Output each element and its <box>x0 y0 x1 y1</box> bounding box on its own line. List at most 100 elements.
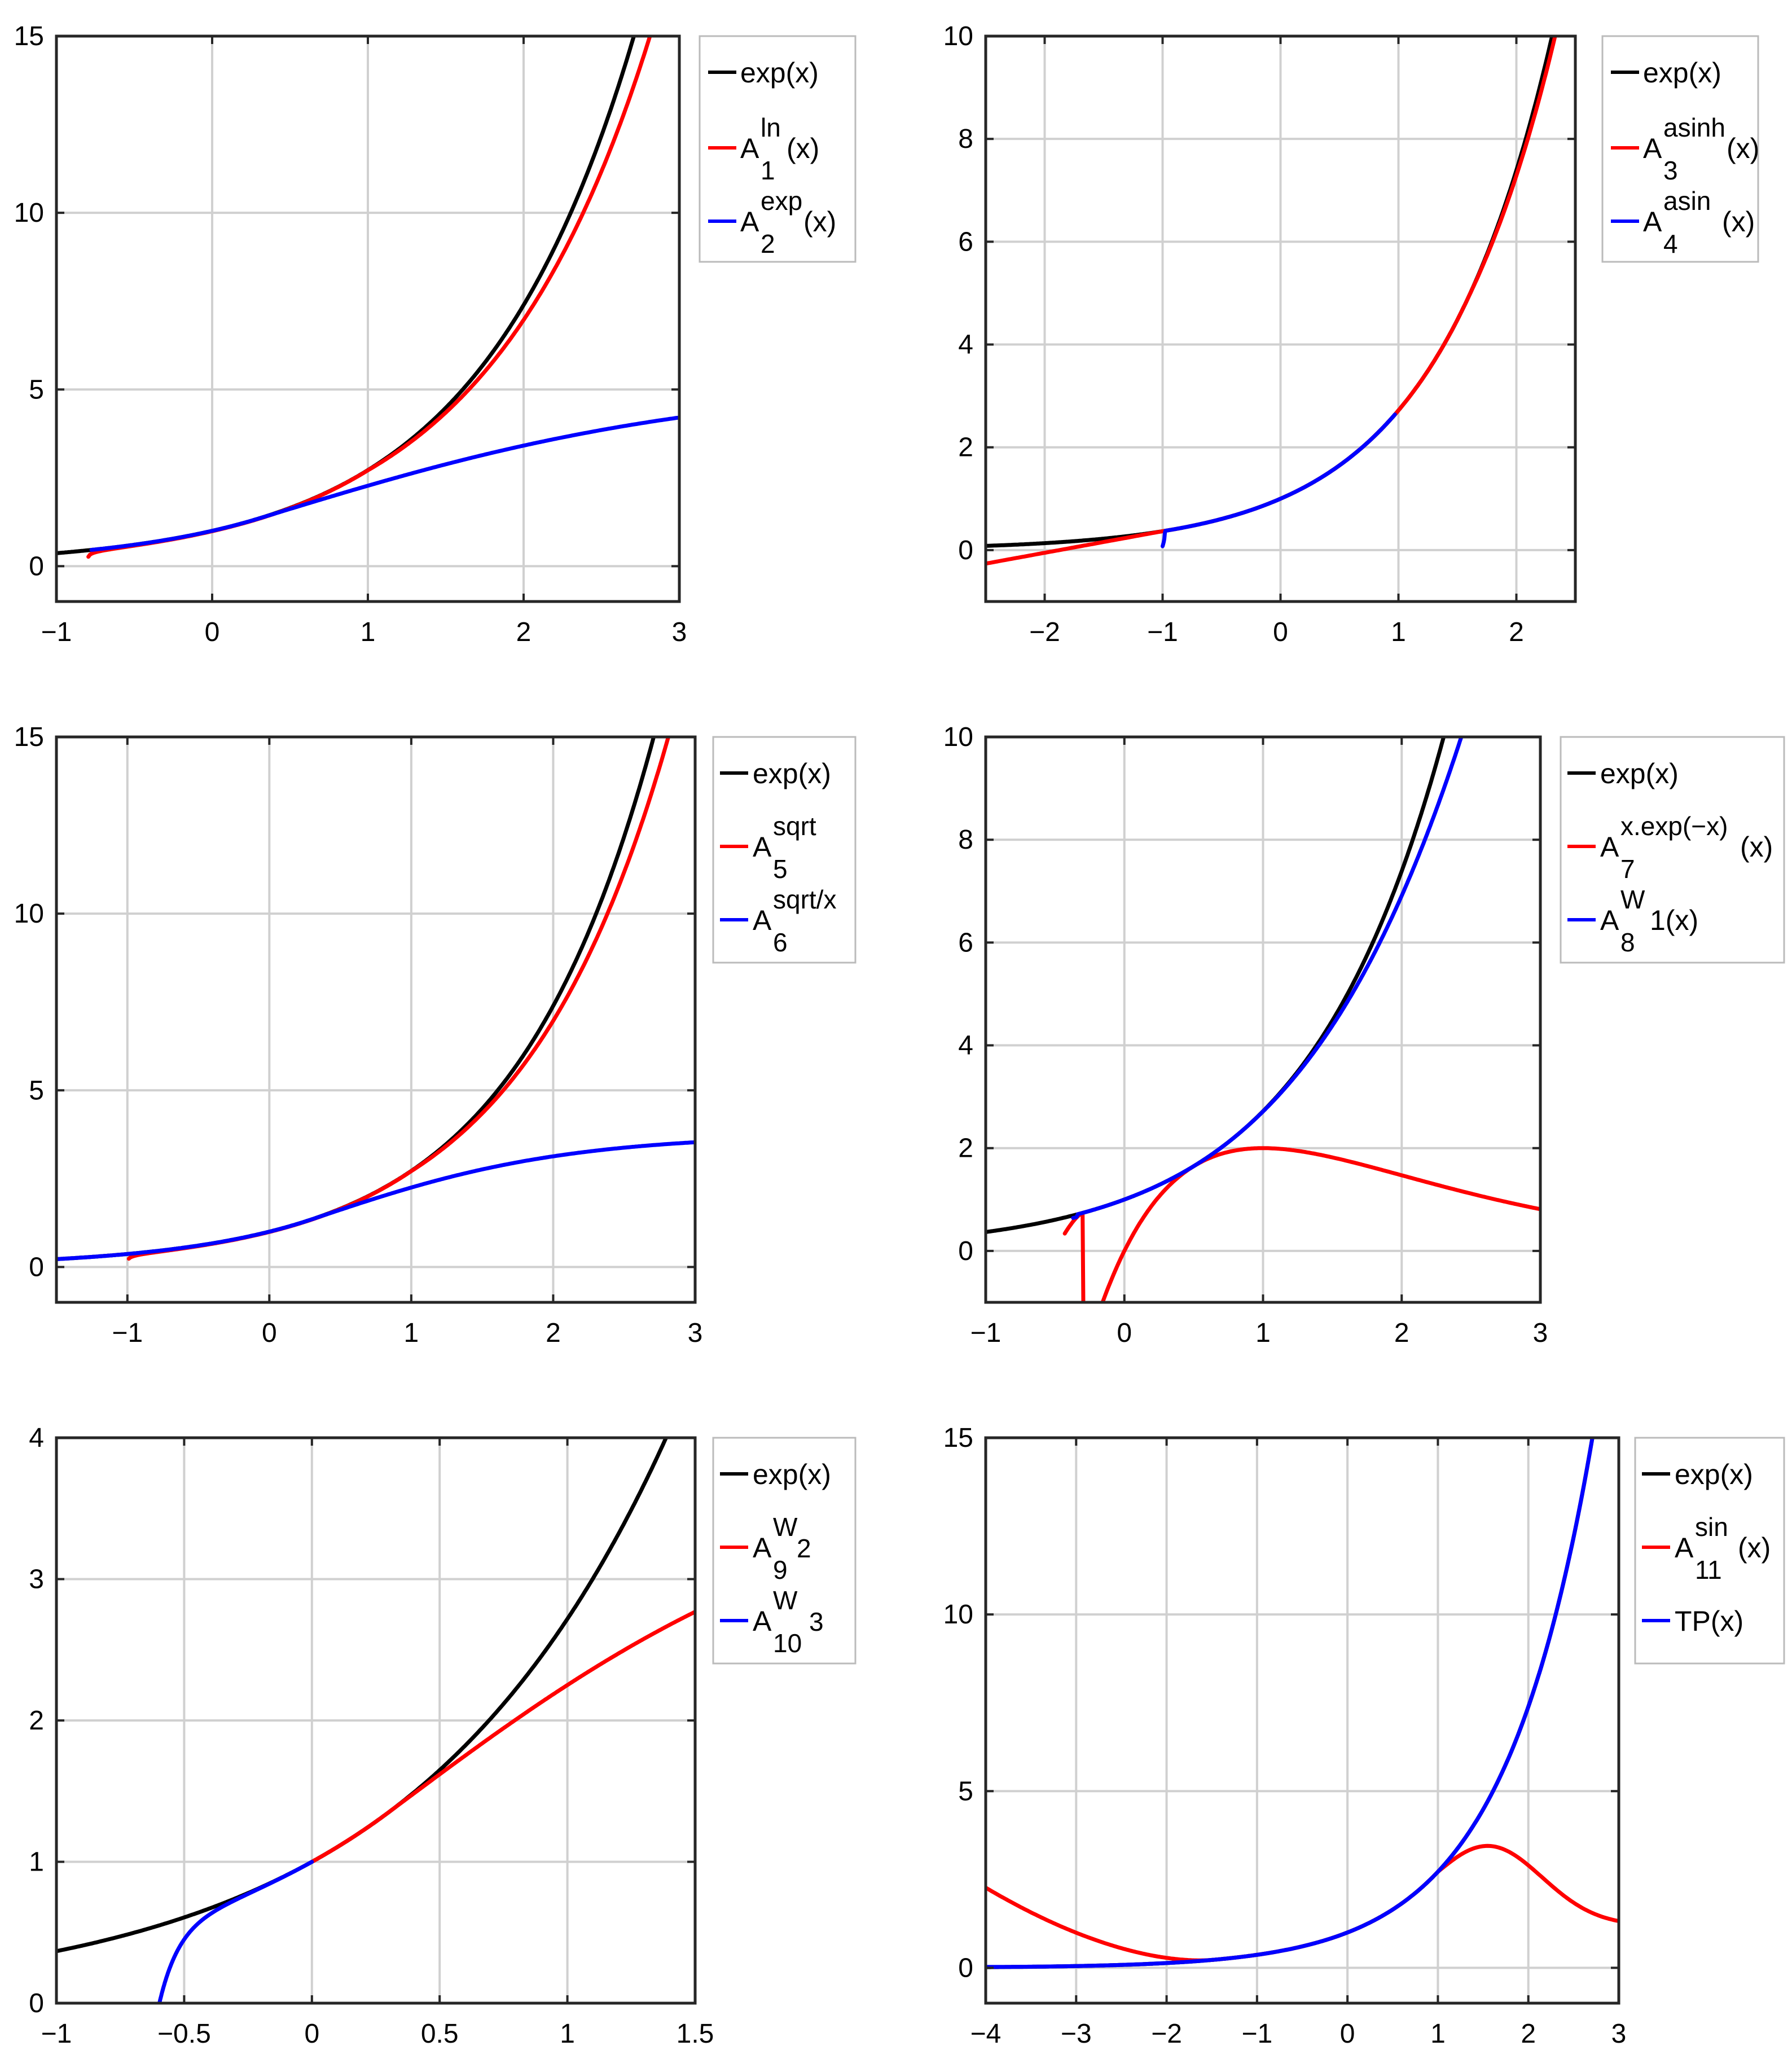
y-tick-label: 0 <box>958 535 973 565</box>
x-tick-label: 3 <box>672 617 687 647</box>
x-tick-label: 3 <box>688 1318 703 1348</box>
y-tick-label: 6 <box>958 227 973 257</box>
x-tick-label: 0 <box>1340 2019 1355 2049</box>
y-tick-label: 0 <box>958 1236 973 1266</box>
x-tick-label: 1 <box>404 1318 419 1348</box>
y-tick-label: 0 <box>29 1252 44 1282</box>
legend-label-a8-tail: 1(x) <box>1650 905 1698 936</box>
legend-label-a3-sup: asinh <box>1663 113 1725 142</box>
x-tick-label: −0.5 <box>157 2019 211 2049</box>
plot-background <box>56 737 695 1302</box>
y-tick-label: 5 <box>29 1075 44 1105</box>
x-tick-label: 2 <box>516 617 532 647</box>
legend-label-a1-sub: 1 <box>761 156 775 185</box>
legend-label-a6-base: A <box>753 905 772 936</box>
legend-label-a9-base: A <box>753 1532 772 1564</box>
y-tick-label: 5 <box>958 1776 973 1806</box>
plot-3: −1 0 1 2 3 0 5 10 15 <box>14 722 703 1348</box>
legend-label-a6-sub: 6 <box>773 928 788 957</box>
legend-label-a5-sub: 5 <box>773 854 788 884</box>
x-tick-label: 0 <box>1117 1318 1132 1348</box>
x-tick-label: 0 <box>304 2019 319 2049</box>
x-tick-label: 1 <box>1255 1318 1271 1348</box>
legend-label-exp: exp(x) <box>1643 57 1721 89</box>
x-tick-label: 3 <box>1533 1318 1548 1348</box>
legend-label-a7-tail: (x) <box>1740 831 1773 863</box>
legend-label-a11-base: A <box>1675 1532 1694 1564</box>
legend-label-a10-sub: 10 <box>773 1628 802 1658</box>
legend-label-a2-tail: (x) <box>803 206 836 238</box>
y-tick-label: 8 <box>958 124 973 154</box>
x-tick-label: 2 <box>1394 1318 1409 1348</box>
y-tick-label: 10 <box>943 722 973 752</box>
x-tick-label: −4 <box>970 2019 1002 2049</box>
x-tick-label: 2 <box>1521 2019 1536 2049</box>
legend-label-exp: exp(x) <box>1600 758 1679 789</box>
series-line-3 <box>89 415 679 552</box>
legend-1: exp(x) A ln 1 (x) A exp 2 (x) <box>699 35 857 263</box>
x-tick-label: −1 <box>970 1318 1002 1348</box>
legend-label-a10-base: A <box>753 1605 772 1637</box>
series-line-3 <box>157 1860 314 2003</box>
y-tick-label: 10 <box>943 1600 973 1630</box>
x-tick-label: 2 <box>1509 617 1524 647</box>
y-tick-label: 15 <box>943 1423 973 1453</box>
x-tick-label: 0 <box>205 617 220 647</box>
legend-label-exp: exp(x) <box>1675 1459 1753 1490</box>
legend-label-a1-tail: (x) <box>787 133 819 164</box>
legend-label-a7-base: A <box>1600 831 1619 863</box>
plot-curves <box>56 36 679 559</box>
legend-label-a7-sup: x.exp(−x) <box>1620 811 1728 841</box>
legend-box <box>1634 1437 1785 1665</box>
x-tick-label: 2 <box>546 1318 561 1348</box>
legend-4: exp(x) A x.exp(−x) 7 (x) A W 8 1(x) <box>1560 736 1785 964</box>
y-tick-label: 2 <box>958 433 973 463</box>
x-tick-label: −1 <box>1241 2019 1272 2049</box>
legend-box <box>1560 736 1785 964</box>
series-line-2 <box>1062 1146 1540 1302</box>
plot-curves <box>986 1438 1619 1969</box>
legend-label-a3-base: A <box>1643 133 1662 164</box>
plot-1: −1 0 1 2 3 0 5 10 15 <box>14 21 687 647</box>
legend-label-a11-sub: 11 <box>1695 1555 1722 1584</box>
legend-label-a8-sup: W <box>1620 885 1645 914</box>
legend-label-a3-tail: (x) <box>1727 133 1759 164</box>
legend-label-a9-sub: 9 <box>773 1555 788 1584</box>
x-tick-label: −3 <box>1061 2019 1092 2049</box>
plot-5: −1 −0.5 0 0.5 1 1.5 0 1 2 3 4 <box>29 1423 714 2049</box>
x-tick-label: 1 <box>361 617 376 647</box>
y-tick-label: 4 <box>958 1031 973 1061</box>
legend-label-a4-sub: 4 <box>1663 229 1678 258</box>
x-tick-label: 1.5 <box>677 2019 714 2049</box>
series-line-2 <box>310 1609 695 1864</box>
x-tick-label: 0 <box>262 1318 277 1348</box>
x-tick-label: 0 <box>1273 617 1288 647</box>
plot-curves <box>56 1438 695 2003</box>
plot-2: −2 −1 0 1 2 0 2 4 6 8 10 <box>943 21 1577 647</box>
legend-label-a10-tail: 3 <box>809 1607 824 1636</box>
y-tick-label: 6 <box>958 928 973 958</box>
y-tick-label: 15 <box>14 722 44 752</box>
legend-label-tp: TP(x) <box>1675 1605 1743 1637</box>
series-line-3 <box>56 1140 695 1261</box>
x-tick-label: −1 <box>41 2019 72 2049</box>
y-tick-label: 10 <box>14 198 44 228</box>
plot-6: −4 −3 −2 −1 0 1 2 3 0 5 10 15 <box>943 1423 1627 2049</box>
x-tick-label: −1 <box>41 617 72 647</box>
legend-label-exp: exp(x) <box>740 57 819 89</box>
x-tick-label: 1 <box>1430 2019 1446 2049</box>
x-tick-label: 0.5 <box>421 2019 459 2049</box>
legend-label-exp: exp(x) <box>753 758 831 789</box>
y-tick-label: 3 <box>29 1565 44 1595</box>
y-tick-label: 0 <box>29 551 44 581</box>
legend-6: exp(x) A sin 11 (x) TP(x) <box>1634 1437 1785 1665</box>
legend-label-a11-tail: (x) <box>1738 1532 1771 1564</box>
y-tick-label: 2 <box>29 1706 44 1736</box>
legend-label-a1-sup: ln <box>761 113 781 142</box>
legend-label-a10-sup: W <box>773 1586 798 1615</box>
legend-label-a6-sup: sqrt/x <box>773 885 836 914</box>
plot-background <box>986 1438 1619 2003</box>
legend-label-a8-sub: 8 <box>1620 928 1635 957</box>
y-tick-label: 4 <box>958 330 973 360</box>
